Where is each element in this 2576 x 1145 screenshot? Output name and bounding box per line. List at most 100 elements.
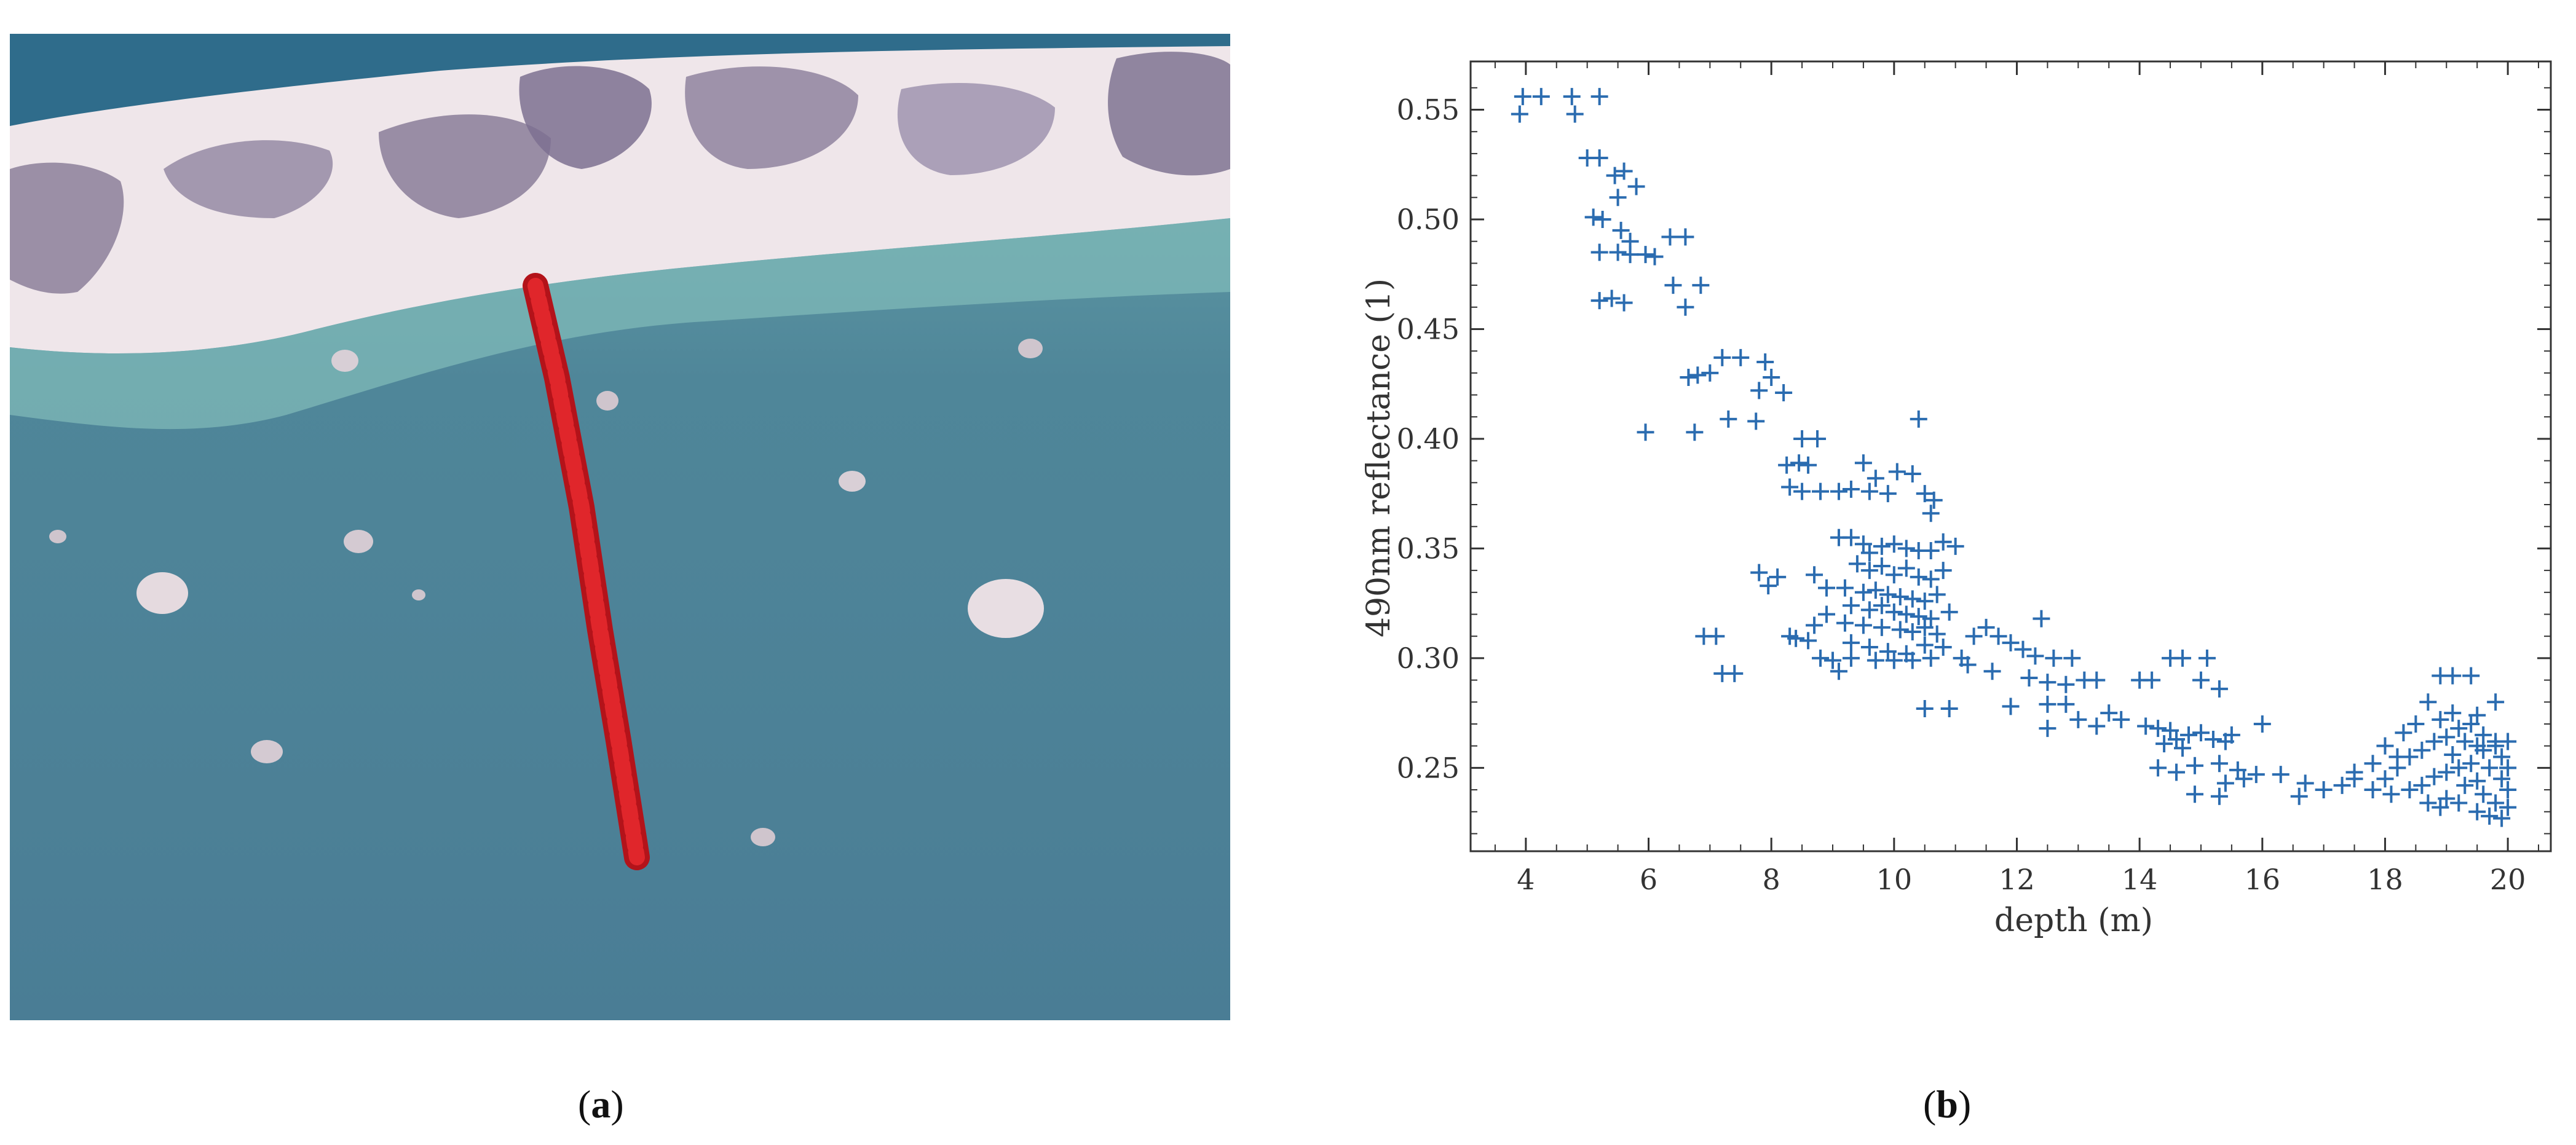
data-point — [1946, 537, 1964, 555]
data-point — [1940, 603, 1958, 621]
data-point — [2137, 717, 2155, 735]
data-point — [1686, 423, 1704, 441]
caption-a-letter: a — [591, 1082, 611, 1126]
data-point — [1661, 228, 1679, 246]
plot-frame — [1469, 60, 2552, 852]
data-point — [2210, 787, 2228, 805]
data-point — [1615, 294, 1633, 312]
data-point — [2413, 741, 2431, 759]
data-point — [2168, 763, 2186, 781]
data-point — [1590, 243, 1608, 261]
data-point — [2475, 726, 2492, 744]
vegetation-patch — [897, 83, 1055, 175]
data-point — [1888, 463, 1906, 481]
data-point — [2407, 715, 2425, 733]
data-point — [1977, 618, 1995, 636]
data-point — [1959, 656, 1977, 674]
data-point — [1965, 628, 1983, 645]
caption-b-letter: b — [1936, 1082, 1958, 1126]
reef-patch — [412, 589, 425, 600]
data-point — [2088, 671, 2106, 689]
data-point — [2216, 774, 2234, 792]
data-point — [2462, 715, 2480, 733]
data-point — [1867, 470, 1884, 487]
data-point — [1812, 649, 1830, 667]
x-tick-label: 6 — [1640, 863, 1657, 896]
data-point — [1891, 588, 1909, 605]
data-point — [2100, 704, 2118, 722]
data-point — [1879, 643, 1897, 661]
data-point — [1860, 562, 1878, 580]
data-point — [1627, 178, 1645, 195]
data-point — [1594, 211, 1611, 228]
x-tick-label: 20 — [2490, 863, 2526, 896]
data-point — [2438, 763, 2455, 781]
reef-patch — [136, 572, 188, 614]
data-point — [1860, 639, 1878, 656]
data-point — [1842, 634, 1860, 651]
data-point — [1848, 555, 1866, 573]
data-point — [1885, 603, 1903, 621]
data-point — [2235, 770, 2253, 788]
scatter-chart: 4 6 8 10 12 14 16 18 20 0.25 0.30 0.35 0.40 0.45 0.50 0… — [1361, 60, 2552, 939]
data-point — [1590, 292, 1608, 310]
data-point — [1637, 423, 1654, 441]
data-point — [1701, 364, 1719, 382]
data-point — [1609, 243, 1627, 261]
data-point — [1750, 382, 1768, 399]
data-point — [1818, 579, 1836, 597]
data-point — [1612, 221, 1630, 239]
data-point — [2444, 704, 2462, 722]
data-point — [2039, 720, 2056, 738]
data-point — [1830, 663, 1847, 680]
data-point — [2499, 798, 2517, 816]
caption-b: (b) — [1923, 1082, 1972, 1126]
data-point — [2168, 730, 2186, 748]
data-point — [1750, 564, 1768, 581]
data-point — [1713, 348, 1731, 366]
x-tick-label: 8 — [1763, 863, 1780, 896]
data-point — [1922, 570, 1940, 588]
data-point — [2438, 790, 2455, 808]
data-point — [2468, 772, 2486, 790]
data-point — [2450, 720, 2468, 738]
data-point — [1879, 586, 1897, 604]
data-point — [2493, 748, 2511, 766]
data-point — [2493, 770, 2511, 788]
data-point — [2204, 730, 2222, 748]
data-point — [2057, 675, 2075, 693]
data-points — [1511, 88, 2517, 827]
data-point — [1925, 491, 1943, 509]
data-point — [1566, 105, 1584, 123]
vegetation-patch — [685, 66, 858, 169]
data-point — [1781, 478, 1799, 496]
y-tick-label: 0.45 — [1397, 312, 1460, 345]
data-point — [2174, 739, 2192, 757]
data-point — [1615, 162, 1633, 180]
data-point — [2020, 669, 2038, 687]
data-point — [2481, 807, 2499, 825]
vegetation-patch — [1108, 52, 1230, 176]
data-point — [1584, 208, 1602, 226]
data-point — [2432, 798, 2449, 816]
data-point — [1860, 482, 1878, 500]
data-point — [2462, 755, 2480, 773]
data-point — [1677, 228, 1694, 246]
data-point — [1563, 88, 1581, 106]
data-point — [2112, 710, 2130, 728]
data-point — [1836, 579, 1854, 597]
data-point — [1897, 559, 1915, 577]
y-axis-label: 490nm reflectance (1) — [1361, 278, 1397, 637]
data-point — [1842, 529, 1860, 546]
data-point — [1916, 592, 1934, 610]
data-point — [2192, 724, 2210, 742]
data-point — [1680, 369, 1697, 386]
data-point — [1867, 651, 1884, 669]
data-point — [1707, 628, 1725, 645]
data-point — [1922, 649, 1940, 667]
data-point — [1720, 410, 1737, 428]
data-point — [1934, 562, 1952, 580]
x-tick-label: 18 — [2367, 863, 2403, 896]
data-point — [1903, 465, 1921, 483]
vegetation-patch — [519, 66, 652, 169]
